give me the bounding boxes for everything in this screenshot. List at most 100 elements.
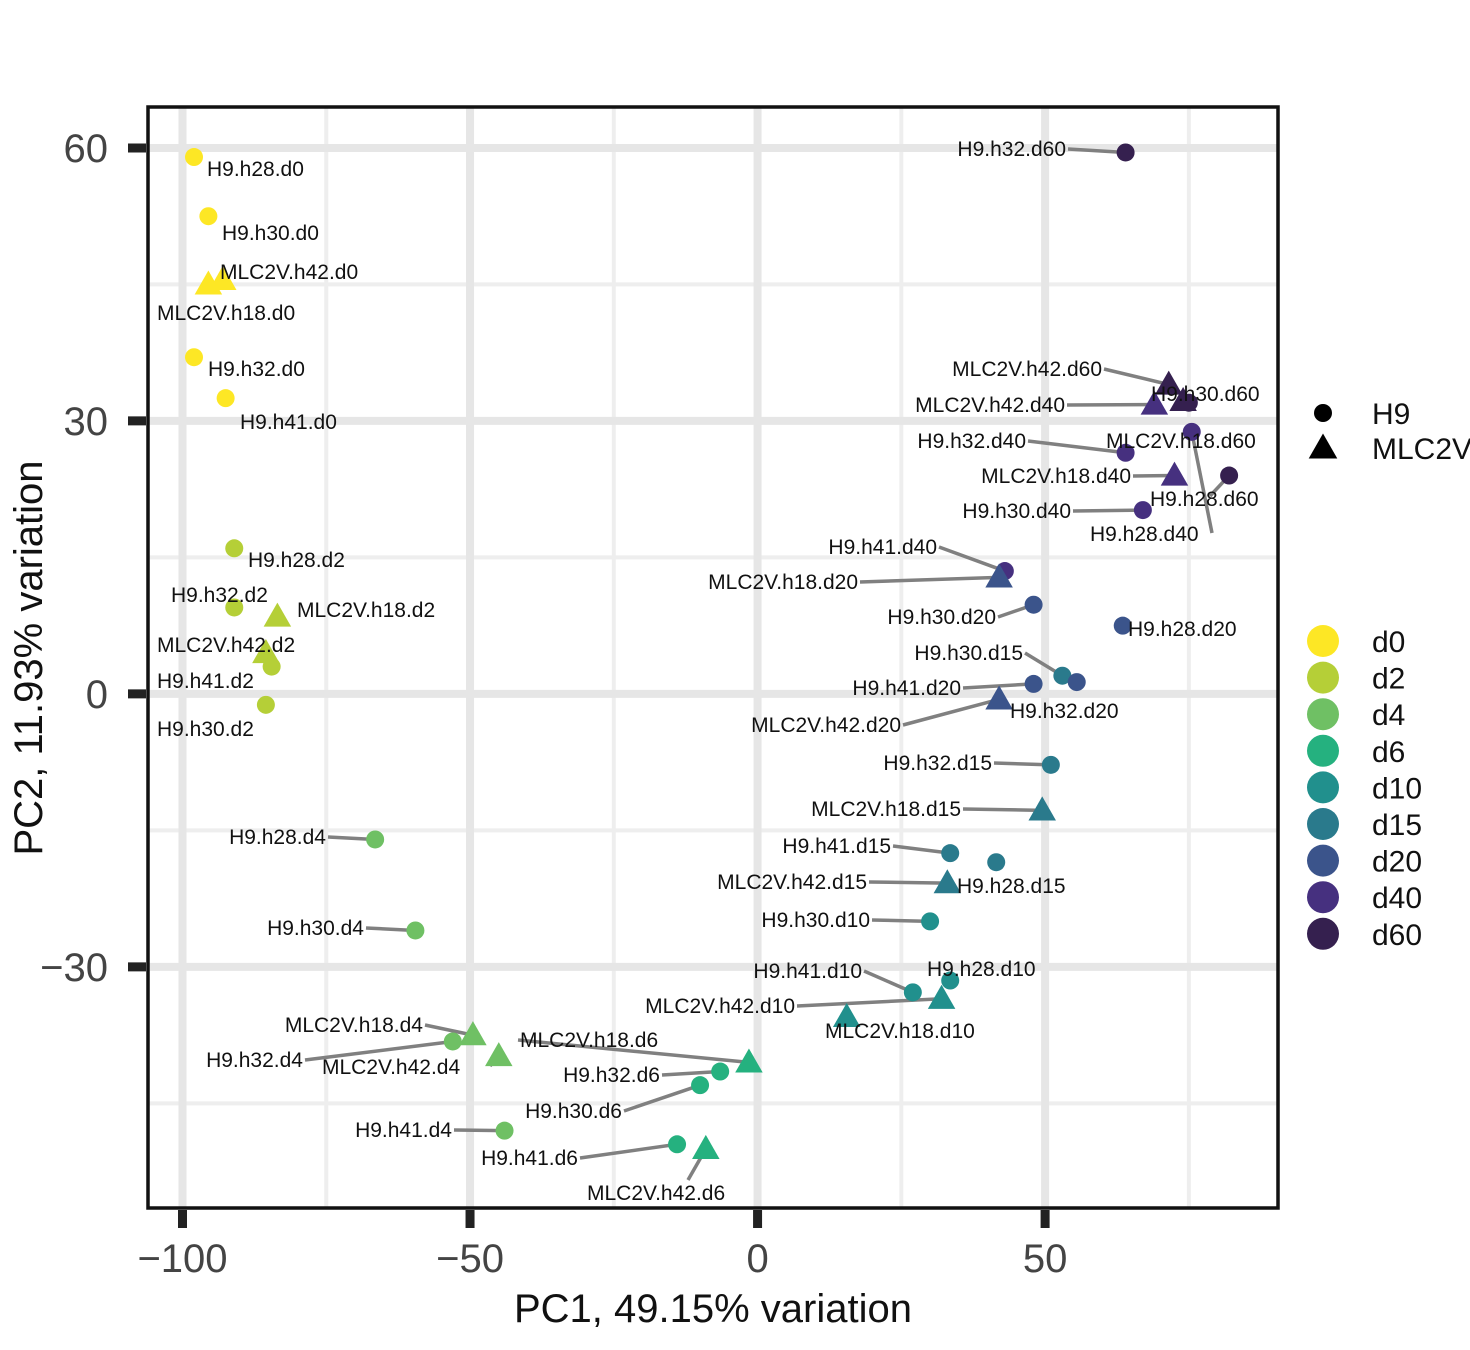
point-label: MLC2V.h42.d20 <box>751 714 901 737</box>
point-label: H9.h41.d2 <box>157 670 254 693</box>
point-label: H9.h41.d0 <box>240 411 337 434</box>
data-point-triangle <box>692 1134 720 1159</box>
leader-line <box>579 1142 678 1160</box>
data-point-triangle <box>485 1042 513 1067</box>
point-label: MLC2V.h18.d15 <box>811 798 961 821</box>
point-label: H9.h28.d15 <box>957 875 1066 898</box>
data-point-triangle <box>1028 796 1056 821</box>
leader-line <box>962 682 1034 690</box>
legend-shape-label: MLC2V <box>1372 433 1470 466</box>
leader-line <box>871 918 931 924</box>
data-point-triangle <box>459 1021 487 1046</box>
data-point-circle <box>691 1076 710 1095</box>
data-point-circle <box>921 912 940 931</box>
data-point-triangle <box>985 685 1013 710</box>
data-point-circle <box>1041 755 1060 774</box>
point-label: MLC2V.h42.d60 <box>952 358 1102 381</box>
leader-line <box>623 1083 701 1113</box>
point-label: H9.h28.d60 <box>1150 488 1259 511</box>
data-point-triangle <box>1154 370 1183 395</box>
data-point-circle <box>185 348 204 367</box>
data-point-circle <box>987 853 1006 872</box>
data-point-circle <box>1116 143 1135 162</box>
leader-line <box>517 1038 750 1065</box>
point-label: H9.h32.d6 <box>563 1064 660 1087</box>
leader-line <box>993 761 1051 767</box>
point-label: MLC2V.h42.d6 <box>587 1182 725 1205</box>
data-point-circle <box>256 695 275 714</box>
leader-line <box>902 697 1000 727</box>
point-label: MLC2V.h18.d20 <box>708 571 858 594</box>
point-label: H9.h30.d20 <box>887 606 996 629</box>
legend-color-swatch <box>1307 808 1339 840</box>
point-label: MLC2V.h18.d6 <box>520 1029 658 1052</box>
point-label: MLC2V.h18.d40 <box>981 465 1131 488</box>
data-point-triangle <box>735 1048 763 1073</box>
data-point-triangle <box>832 1002 861 1028</box>
legend-color-swatch <box>1307 881 1339 914</box>
leader-line <box>424 1023 474 1037</box>
data-point-circle <box>1024 595 1043 614</box>
point-label: H9.h28.d4 <box>229 826 326 849</box>
data-point-triangle <box>1169 386 1197 412</box>
data-points <box>185 143 1239 1159</box>
point-label: H9.h41.d6 <box>481 1147 578 1170</box>
data-point-triangle <box>263 602 292 627</box>
point-label: MLC2V.h18.d60 <box>1106 430 1256 453</box>
data-point-circle <box>185 148 204 167</box>
y-axis-title: PC2, 11.93% variation <box>7 460 51 855</box>
data-point-circle <box>941 971 960 990</box>
legend-color-swatch <box>1307 734 1339 767</box>
legend-circle-icon <box>1314 404 1332 422</box>
leader-line <box>1072 508 1143 513</box>
point-label: H9.h30.d6 <box>525 1100 622 1123</box>
x-tick-label: −100 <box>137 1237 227 1281</box>
point-label: H9.h41.d4 <box>355 1119 452 1142</box>
point-labels: H9.h28.d0 H9.h30.d0 MLC2V.h42.d0 MLC2V.h18.… <box>157 138 1260 1205</box>
leader-line <box>661 1069 721 1077</box>
x-axis-title: PC1, 49.15% variation <box>514 1287 912 1331</box>
point-label: H9.h41.d20 <box>852 677 961 700</box>
data-point-circle <box>1113 616 1132 635</box>
legend-color-swatch <box>1307 698 1339 731</box>
point-label: H9.h28.d10 <box>927 958 1036 981</box>
point-label: MLC2V.h42.d4 <box>322 1056 460 1079</box>
data-point-circle <box>668 1135 687 1154</box>
point-label: MLC2V.h18.d4 <box>285 1014 423 1037</box>
legend-color-label: d2 <box>1372 663 1405 696</box>
legend-color-label: d40 <box>1372 882 1422 915</box>
point-label: H9.h30.d15 <box>914 642 1023 665</box>
data-point-triangle <box>194 270 223 295</box>
point-label: H9.h30.d0 <box>222 222 319 245</box>
point-label: H9.h32.d20 <box>1010 700 1119 723</box>
legend-color-label: d20 <box>1372 846 1422 879</box>
legend-triangle-icon <box>1308 433 1338 459</box>
x-tick-label: 0 <box>746 1237 768 1281</box>
point-label: H9.h41.d10 <box>753 960 862 983</box>
y-tick-label: 0 <box>86 673 108 717</box>
legend-color-label: d6 <box>1372 736 1405 769</box>
axis-ticks: −100 −50 0 50 60 30 0 −30 <box>40 127 1067 1281</box>
leader-line <box>892 844 951 855</box>
data-point-triangle <box>1160 461 1189 486</box>
leader-line <box>1067 147 1126 155</box>
legend-shape-label: H9 <box>1372 398 1410 431</box>
point-label: H9.h32.d60 <box>957 138 1066 161</box>
point-label: H9.h30.d2 <box>157 718 254 741</box>
point-label: MLC2V.h42.d15 <box>717 871 867 894</box>
legend-color-swatch <box>1307 771 1339 804</box>
data-point-circle <box>1116 443 1135 462</box>
point-label: H9.h28.d20 <box>1128 618 1237 641</box>
data-point-circle <box>225 598 244 617</box>
point-label: H9.h30.d40 <box>962 500 1071 523</box>
label-leader-lines <box>304 147 1231 1181</box>
leader-line <box>938 545 1006 573</box>
data-point-triangle <box>252 639 280 664</box>
legend-color-swatch <box>1307 625 1339 657</box>
data-point-circle <box>216 389 235 408</box>
legend-color-label: d4 <box>1372 699 1405 732</box>
data-point-circle <box>1182 422 1201 441</box>
leader-line <box>1190 431 1214 534</box>
